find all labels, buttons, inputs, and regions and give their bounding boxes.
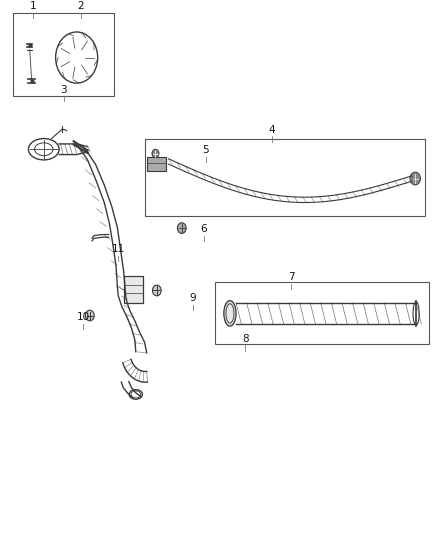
- Circle shape: [85, 310, 94, 321]
- Text: 3: 3: [60, 85, 67, 94]
- Text: 1: 1: [29, 2, 36, 11]
- Text: 7: 7: [288, 272, 295, 282]
- Bar: [215, 282, 429, 344]
- Ellipse shape: [226, 304, 234, 323]
- Text: 5: 5: [202, 146, 209, 155]
- Bar: [145, 139, 425, 216]
- Bar: [13, 13, 114, 96]
- Ellipse shape: [224, 301, 236, 326]
- Circle shape: [152, 149, 159, 158]
- Text: 11: 11: [112, 245, 125, 254]
- Circle shape: [177, 223, 186, 233]
- Circle shape: [410, 172, 420, 185]
- Text: 9: 9: [189, 294, 196, 303]
- Text: 6: 6: [200, 224, 207, 234]
- FancyBboxPatch shape: [124, 276, 143, 303]
- Text: 4: 4: [268, 125, 275, 135]
- Text: 8: 8: [242, 334, 249, 344]
- Text: 10: 10: [77, 312, 90, 322]
- Circle shape: [152, 285, 161, 296]
- FancyBboxPatch shape: [147, 157, 166, 171]
- Text: 2: 2: [78, 2, 85, 11]
